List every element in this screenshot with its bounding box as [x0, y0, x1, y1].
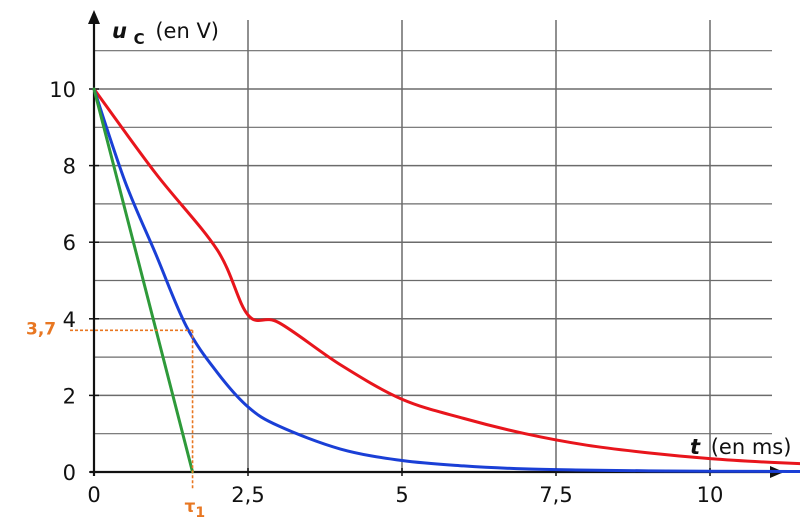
- y-axis-symbol: u: [112, 19, 127, 43]
- series-line-1: [92, 87, 800, 466]
- annotations: 3,7 τ1: [26, 319, 205, 521]
- y-tick-label: 2: [63, 384, 76, 408]
- y-tick-labels: 0 2 4 6 8 10: [49, 78, 76, 485]
- y-tick-label: 10: [49, 78, 76, 102]
- x-axis-unit: (en ms): [711, 435, 792, 459]
- x-tick-label: 10: [697, 483, 724, 507]
- y-axis-subscript: C: [134, 30, 145, 48]
- grid: [94, 20, 772, 472]
- y-tick-label: 6: [63, 231, 76, 255]
- y-axis-unit: (en V): [155, 19, 219, 43]
- tau-symbol: τ: [185, 497, 196, 517]
- y-tick-label: 4: [63, 308, 76, 332]
- y-axis-title: u C (en V): [112, 19, 219, 49]
- y-tick-label: 8: [63, 155, 76, 179]
- x-tick-label: 5: [395, 483, 408, 507]
- series-line-3: [92, 87, 195, 474]
- x-tick-labels: 02,557,51012,51517,520: [87, 483, 724, 507]
- x-axis-symbol: t: [690, 435, 701, 459]
- x-axis-title: t (en ms): [690, 435, 791, 459]
- tau-subscript: 1: [195, 505, 205, 521]
- annotation-y-label: 3,7: [26, 319, 56, 339]
- x-tick-label: 0: [87, 483, 100, 507]
- y-tick-label: 0: [63, 461, 76, 485]
- y-axis-arrow: [88, 10, 100, 24]
- x-tick-label: 2,5: [231, 483, 264, 507]
- annotation-x-label: τ1: [185, 497, 206, 521]
- x-tick-label: 7,5: [539, 483, 572, 507]
- axes: [88, 10, 784, 478]
